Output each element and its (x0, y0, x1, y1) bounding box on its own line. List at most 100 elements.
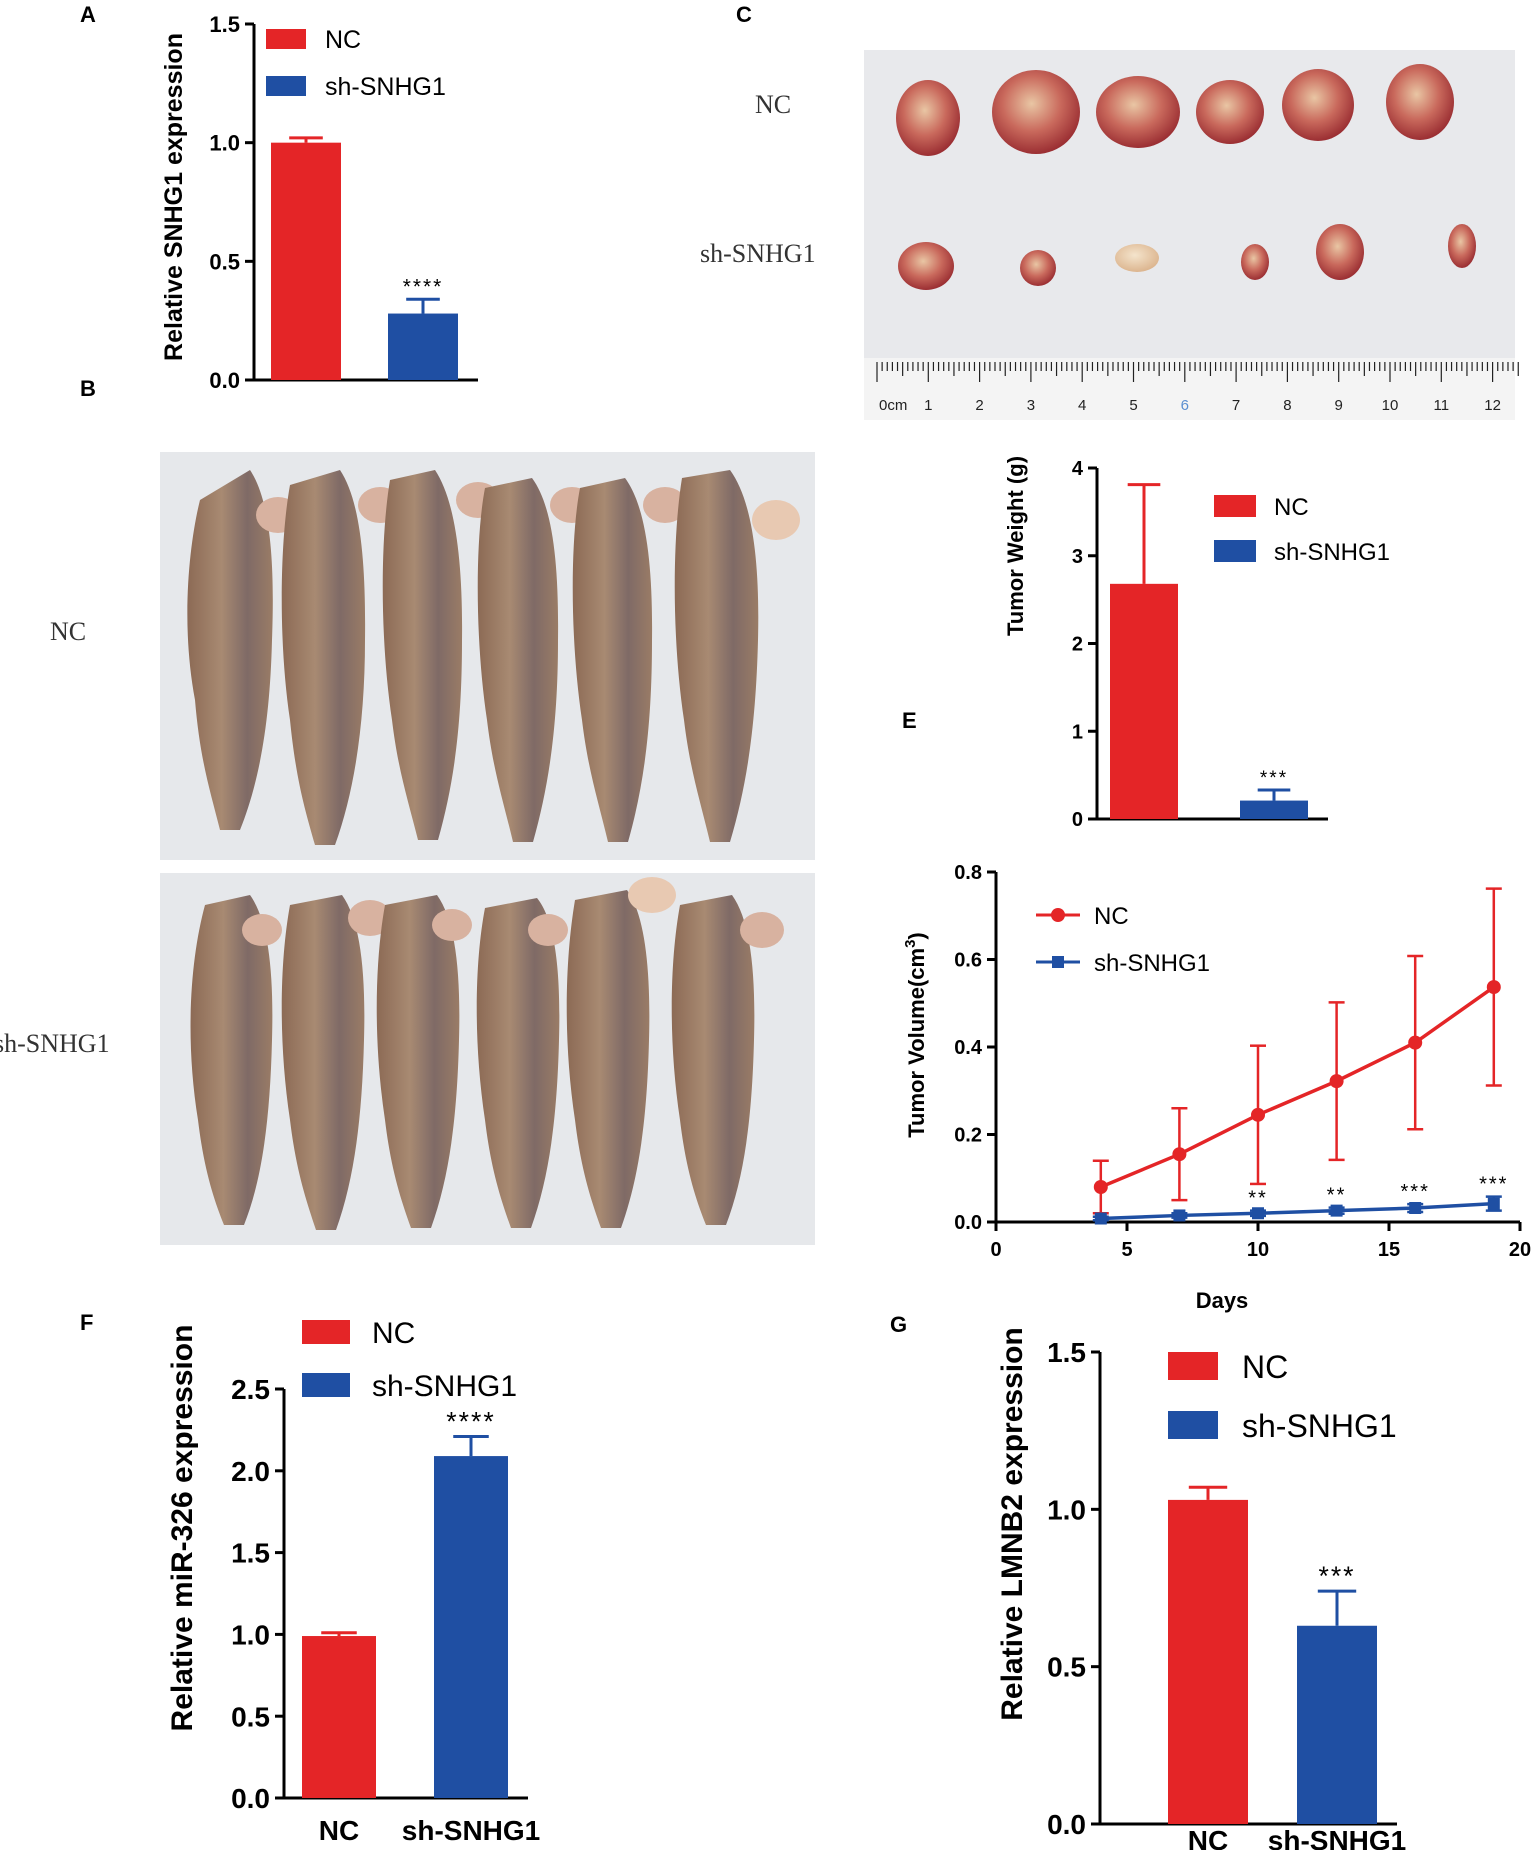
ruler-label: 9 (1335, 397, 1343, 414)
chart-e-xtick-label: 5 (1121, 1239, 1132, 1261)
chart-e-point-nc (1093, 1180, 1108, 1194)
chart-e-point-nc (1172, 1147, 1187, 1162)
chart-g: 0.0 0.5 1.0 1.5 NC *** sh-SNHG1 Relative LMNB2… (996, 1327, 1406, 1850)
tumor-nc-1 (896, 80, 960, 156)
ruler-label: 7 (1232, 397, 1240, 414)
tumor-sh-1 (898, 242, 954, 290)
ruler-label: 3 (1027, 397, 1035, 414)
tumor-sh-6 (1448, 224, 1476, 268)
chart-e-ytick-label: 0.4 (954, 1037, 983, 1059)
mouse-nc-5 (572, 478, 687, 842)
chart-a-legend-nc: NC (325, 26, 361, 54)
mouse-sh-5 (566, 877, 676, 1228)
panel-label-a: A (80, 2, 96, 27)
chart-e-significance: ** (1248, 1188, 1268, 1210)
panel-label-f: F (80, 1310, 93, 1335)
ruler-label: 11 (1434, 397, 1450, 414)
chart-d-ylabel: Tumor Weight (g) (1003, 456, 1028, 636)
chart-e-ylabel-main: Tumor Volume(cm (904, 948, 929, 1138)
ruler-label: 6 (1181, 397, 1189, 414)
chart-d-bar-sh (1240, 800, 1308, 819)
chart-f-xtick-label: NC (319, 1815, 359, 1846)
chart-e-ylabel: Tumor Volume(cm3) (902, 932, 929, 1138)
chart-e-point-sh (1173, 1209, 1186, 1222)
mouse-sh-1 (190, 895, 282, 1225)
chart-g-ylabel: Relative LMNB2 expression (996, 1327, 1029, 1720)
mouse-sh-4 (476, 898, 568, 1228)
chart-e-significance: ** (1327, 1185, 1347, 1207)
chart-f-ytick-label: 1.5 (231, 1538, 270, 1569)
chart-a-ytick-label: 1.5 (209, 12, 240, 37)
chart-e-legend-marker-sh (1052, 956, 1064, 968)
chart-f-legend-swatch-sh (302, 1373, 350, 1397)
chart-e: 0.00.20.40.60.80 5 10 15 20** ** *** *** Tumor … (902, 862, 1531, 1313)
chart-e-point-sh (1487, 1197, 1500, 1210)
chart-a-ylabel: Relative SNHG1 expression (160, 33, 188, 361)
tumor-nc-4 (1196, 80, 1264, 144)
chart-d-legend-swatch-nc (1214, 495, 1256, 517)
mice-photo-sh (160, 873, 815, 1245)
chart-d-ytick-label: 4 (1072, 458, 1084, 480)
tumor-sh-2 (1020, 250, 1056, 286)
chart-d-legend-swatch-sh (1214, 540, 1256, 562)
chart-e-significance: *** (1401, 1181, 1430, 1203)
chart-e-point-nc (1251, 1107, 1265, 1122)
chart-g-xtick-label: NC (1188, 1825, 1228, 1850)
panel-label-c: C (736, 2, 752, 27)
tumor-row-label-sh: sh-SNHG1 (700, 239, 816, 268)
tumor-nc-2 (992, 70, 1080, 154)
mice-photo-panel: NC sh-SNHG1 (0, 452, 815, 1245)
ruler-label: 2 (975, 397, 983, 414)
chart-e-xtick-label: 10 (1247, 1239, 1269, 1261)
tumor-sh-4 (1241, 244, 1269, 280)
chart-a-significance: **** (403, 275, 444, 298)
mice-row-label-sh: sh-SNHG1 (0, 1029, 110, 1058)
panel-label-b: B (80, 376, 96, 401)
chart-g-legend-sh: sh-SNHG1 (1242, 1408, 1397, 1444)
tumor-sh-3 (1115, 244, 1159, 272)
chart-e-point-sh (1330, 1204, 1343, 1217)
chart-g-ytick-label: 1.0 (1047, 1494, 1086, 1525)
ruler: 0cm 1 2 3 4 5 6 7 8 9 10 11 12 (864, 358, 1519, 420)
chart-f: 0.00.51.01.52.02.5NC****sh-SNHG1 Relativ… (166, 1317, 540, 1846)
tumor-nc-6 (1386, 64, 1454, 140)
chart-a-ytick-label: 0.0 (209, 368, 240, 393)
chart-a-legend-swatch-nc (266, 29, 306, 49)
chart-g-legend-swatch-nc (1168, 1352, 1218, 1380)
chart-f-bar-nc (302, 1636, 376, 1798)
chart-f-significance: **** (446, 1406, 495, 1436)
mice-row-label-nc: NC (50, 617, 86, 646)
chart-g-ytick-label: 0.5 (1047, 1652, 1086, 1683)
chart-f-xtick-label: sh-SNHG1 (402, 1815, 540, 1846)
chart-d-significance: *** (1260, 768, 1288, 789)
chart-e-xlabel: Days (1196, 1288, 1249, 1313)
chart-g-bar-nc (1168, 1499, 1248, 1824)
chart-f-bar-sh (434, 1456, 508, 1798)
chart-f-ytick-label: 0.5 (231, 1701, 270, 1732)
tumor-row-label-nc: NC (755, 90, 791, 119)
ruler-label: 1 (924, 397, 932, 414)
chart-d-bar-nc (1110, 583, 1178, 819)
chart-a-bar-sh (388, 313, 458, 380)
tumor-photo-panel: NC sh-SNHG1 0cm 1 2 3 4 5 6 7 8 9 10 11 12 (700, 50, 1519, 420)
ruler-label: 5 (1129, 397, 1137, 414)
mouse-sh-6 (671, 895, 784, 1225)
panel-label-e: E (902, 708, 917, 733)
chart-d-ytick-label: 1 (1072, 721, 1083, 743)
ruler-label: 4 (1078, 397, 1086, 414)
chart-f-legend-nc: NC (372, 1317, 415, 1350)
ruler-label: 8 (1283, 397, 1291, 414)
chart-e-line-sh (1100, 1201, 1494, 1221)
ruler-label: 0cm (879, 397, 907, 414)
chart-a: 0.0 0.5 1.0 1.5 **** Relative SNHG1 expressi… (160, 12, 478, 393)
chart-e-point-nc (1486, 980, 1501, 995)
chart-e-point-nc (1329, 1074, 1344, 1089)
chart-e-legend-marker-nc (1051, 908, 1065, 922)
panel-label-g: G (890, 1312, 907, 1337)
chart-e-legend-nc: NC (1094, 903, 1129, 930)
chart-e-ylabel-sup: 3 (902, 940, 919, 948)
chart-g-xtick-label: sh-SNHG1 (1268, 1825, 1406, 1850)
chart-g-ytick-label: 1.5 (1047, 1337, 1086, 1368)
chart-e-xtick-label: 15 (1378, 1239, 1400, 1261)
